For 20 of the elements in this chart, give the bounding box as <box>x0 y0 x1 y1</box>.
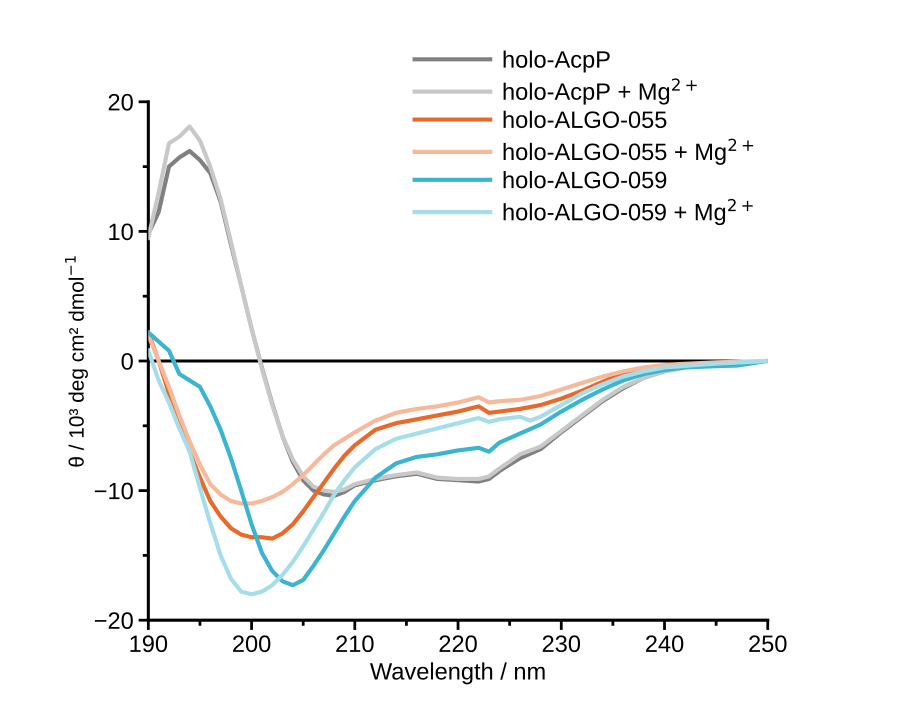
x-tick-label: 240 <box>646 635 684 652</box>
x-tick-label: 250 <box>749 635 787 652</box>
y-tick-label: −20 <box>94 612 133 629</box>
legend-label: holo-ALGO-055 + Mg$^{2+}$ <box>504 138 754 165</box>
x-axis-title: Wavelength / nm <box>370 662 545 684</box>
x-tick-label: 190 <box>130 635 168 652</box>
legend-label: holo-ALGO-055 <box>504 110 666 128</box>
x-tick-label: 220 <box>440 635 477 652</box>
y-tick-label: −10 <box>94 482 133 500</box>
y-tick-label: 10 <box>109 223 133 240</box>
x-tick-label: 230 <box>542 635 580 652</box>
y-tick-label: 20 <box>108 94 133 111</box>
y-axis-title: θ / 10³ deg cm² dmol$^{−1}$ <box>65 256 88 467</box>
legend-label: holo-AcpP <box>504 50 610 72</box>
x-tick-label: 210 <box>336 635 374 652</box>
legend-label: holo-ALGO-059 <box>504 170 666 188</box>
y-tick-label: 0 <box>122 353 133 370</box>
legend-label: holo-AcpP + Mg$^{2+}$ <box>504 78 697 105</box>
x-tick-label: 200 <box>233 635 270 652</box>
legend-label: holo-ALGO-059 + Mg$^{2+}$ <box>504 198 753 226</box>
